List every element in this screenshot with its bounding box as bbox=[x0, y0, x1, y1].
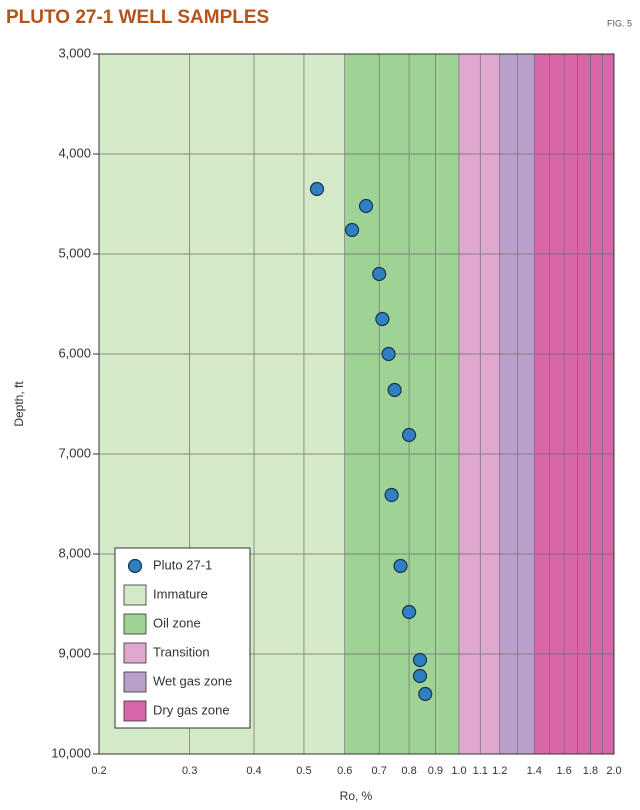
x-axis-label: Ro, % bbox=[340, 789, 373, 803]
x-tick-label: 0.8 bbox=[401, 765, 416, 777]
y-tick-label: 9,000 bbox=[58, 645, 91, 660]
y-tick-label: 6,000 bbox=[58, 345, 91, 360]
legend-label: Pluto 27-1 bbox=[153, 557, 212, 572]
legend-swatch bbox=[123, 700, 147, 722]
y-tick-label: 8,000 bbox=[58, 545, 91, 560]
legend-label: Dry gas zone bbox=[153, 702, 230, 717]
data-point bbox=[375, 311, 390, 327]
y-tick-label: 10,000 bbox=[51, 745, 91, 760]
y-tick-label: 5,000 bbox=[58, 245, 91, 260]
x-tick-label: 1.1 bbox=[473, 765, 488, 777]
x-tick-label: 1.2 bbox=[492, 765, 507, 777]
data-point bbox=[344, 222, 360, 238]
x-tick-label: 1.8 bbox=[583, 765, 598, 777]
x-tick-label: 1.0 bbox=[451, 765, 466, 777]
legend-label: Transition bbox=[153, 644, 210, 659]
data-point bbox=[381, 346, 396, 362]
x-tick-label: 0.2 bbox=[91, 765, 106, 777]
legend-swatch bbox=[123, 584, 147, 606]
legend-label: Wet gas zone bbox=[153, 673, 232, 688]
data-point bbox=[393, 558, 408, 574]
zone bbox=[499, 54, 535, 754]
x-tick-label: 0.9 bbox=[428, 765, 443, 777]
data-point bbox=[412, 652, 428, 668]
data-point bbox=[401, 604, 417, 620]
plot-frame bbox=[98, 53, 615, 755]
zone bbox=[534, 54, 614, 754]
data-point bbox=[387, 382, 402, 398]
x-tick-label: 1.6 bbox=[556, 765, 571, 777]
legend-label: Immature bbox=[153, 586, 208, 601]
zone bbox=[458, 54, 500, 754]
zone bbox=[344, 54, 459, 754]
data-point bbox=[412, 668, 428, 684]
x-tick-label: 0.7 bbox=[372, 765, 387, 777]
y-tick-label: 4,000 bbox=[58, 145, 91, 160]
data-point bbox=[401, 427, 417, 443]
legend-swatch bbox=[123, 642, 147, 664]
figure-label: FIG. 5 bbox=[607, 18, 632, 28]
y-tick-label: 7,000 bbox=[58, 445, 91, 460]
x-tick-label: 0.6 bbox=[337, 765, 352, 777]
x-tick-label: 0.4 bbox=[246, 765, 261, 777]
legend-swatch bbox=[123, 613, 147, 635]
legend-label: Oil zone bbox=[153, 615, 201, 630]
x-tick-label: 1.4 bbox=[527, 765, 542, 777]
y-axis-label: Depth, ft bbox=[12, 381, 26, 427]
legend-box bbox=[114, 547, 251, 729]
legend-marker bbox=[127, 558, 143, 574]
data-point bbox=[384, 487, 399, 503]
chart-title: PLUTO 27-1 WELL SAMPLES bbox=[6, 7, 269, 28]
legend-swatch bbox=[123, 671, 147, 693]
y-tick-label: 3,000 bbox=[58, 45, 91, 60]
data-point bbox=[309, 181, 325, 197]
x-tick-label: 0.5 bbox=[296, 765, 311, 777]
x-tick-label: 0.3 bbox=[182, 765, 197, 777]
data-point bbox=[418, 686, 433, 702]
data-point bbox=[358, 198, 374, 214]
data-point bbox=[372, 266, 387, 282]
x-tick-label: 2.0 bbox=[606, 765, 621, 777]
